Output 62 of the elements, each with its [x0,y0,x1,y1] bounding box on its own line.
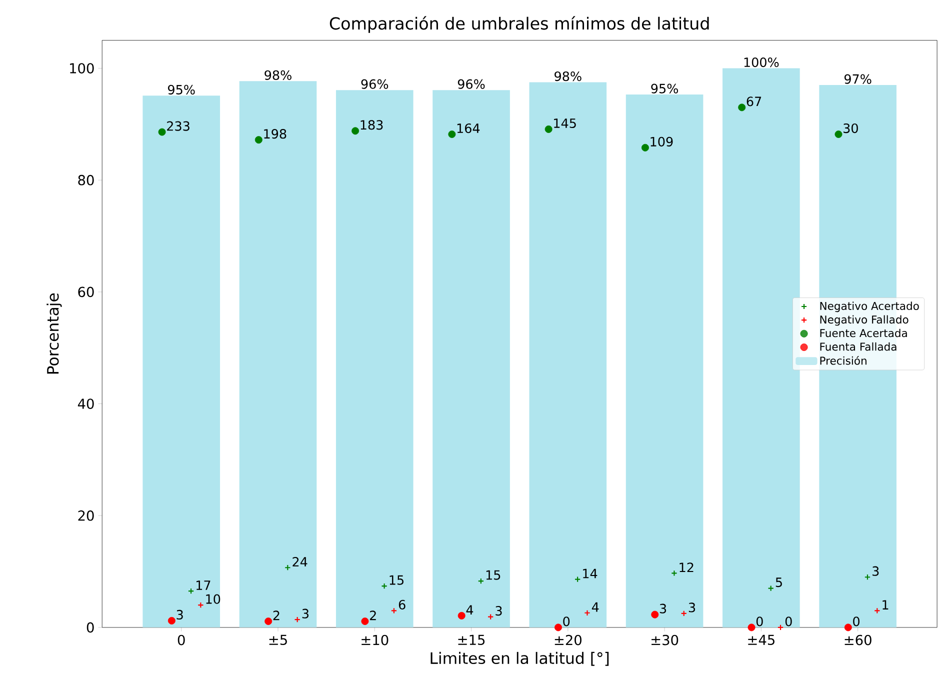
annotation: 3 [302,608,308,618]
annotation: 5 [776,577,782,587]
data-label: 95% [651,84,678,94]
legend-label: Negativo Fallado [820,315,908,326]
y-tick-label: 100 [70,62,94,74]
annotation: 3 [176,610,183,620]
annotation: 4 [592,602,599,612]
x-tick-label: ±15 [458,634,485,645]
annotation: 14 [583,568,598,578]
y-tick-label: 60 [78,286,94,297]
annotation: 24 [292,556,308,566]
annotation: 17 [196,580,210,590]
annotation: 109 [650,136,673,146]
annotation: 30 [844,123,858,133]
annotation: 0 [563,616,570,626]
annotation: 0 [785,616,792,626]
annotation: 4 [466,605,474,614]
annotation: 67 [746,96,762,106]
data-label: 98% [264,70,292,80]
annotation: 15 [390,575,404,585]
annotation: 12 [680,562,694,572]
x-tick-label: ±45 [748,634,774,645]
annotation: 3 [872,566,879,576]
annotation: 145 [554,118,576,128]
annotation: 183 [360,120,383,130]
legend-label: Negativo Acertado [820,301,919,312]
annotation: 3 [496,606,502,616]
annotation: 6 [398,600,406,610]
x-tick-label: ±30 [652,634,678,646]
annotation: 233 [167,121,190,131]
data-label: 95% [168,84,195,94]
annotation: 3 [660,604,666,614]
y-tick-label: 40 [78,398,94,409]
x-tick-label: ±10 [362,634,388,646]
x-tick-label: ±5 [269,634,287,645]
y-tick-label: 0 [86,622,94,632]
legend-label: Fuenta Fallada [820,342,896,351]
annotation: 10 [206,594,220,604]
x-tick-label: 0 [178,634,185,646]
annotation: 164 [457,123,480,133]
chart-title: Comparación de umbrales mínimos de latitud [330,16,709,33]
annotation: 0 [853,616,860,626]
data-label: 97% [844,74,872,84]
annotation: 1 [882,600,888,610]
data-label: 100% [744,57,779,67]
x-axis-title: Limites en la latitud [°] [430,652,609,666]
annotation: 3 [688,602,696,612]
x-tick-label: ±20 [554,634,582,646]
y-axis-title: Porcentaje [46,293,62,374]
data-label: 98% [554,71,582,81]
annotation: 2 [273,610,280,620]
data-label: 96% [458,79,485,89]
annotation: 2 [370,610,376,620]
y-tick-label: 80 [78,174,94,186]
annotation: 0 [756,616,763,626]
x-tick-label: ±60 [844,634,872,646]
legend-label: Fuente Acertada [820,328,907,337]
y-tick-label: 20 [78,510,94,521]
data-label: 96% [361,79,388,89]
annotation: 15 [486,570,500,580]
annotation: 198 [264,128,286,138]
legend-label: Precisión [820,356,866,365]
